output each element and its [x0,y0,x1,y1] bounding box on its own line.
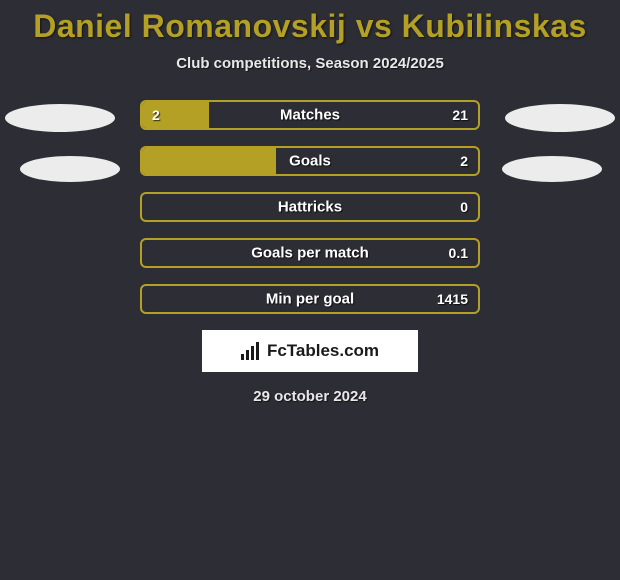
stat-value-right: 0.1 [449,245,468,261]
player-right-badge-icon [505,104,615,132]
subtitle: Club competitions, Season 2024/2025 [0,55,620,72]
stat-label: Hattricks [142,199,478,216]
stat-row-goals-per-match: Goals per match 0.1 [140,238,480,268]
brand-logo[interactable]: FcTables.com [202,330,418,372]
stat-row-goals: Goals 2 [140,146,480,176]
player-left-badge-icon [5,104,115,132]
stat-value-right: 0 [460,199,468,215]
stat-bars: 2 Matches 21 Goals 2 Hattricks 0 [140,100,480,314]
comparison-card: Daniel Romanovskij vs Kubilinskas Club c… [0,0,620,405]
stat-value-right: 1415 [437,291,468,307]
stat-label: Goals per match [142,245,478,262]
stat-label: Min per goal [142,291,478,308]
stat-value-right: 2 [460,153,468,169]
stat-row-hattricks: Hattricks 0 [140,192,480,222]
stat-label: Goals [142,153,478,170]
stat-label: Matches [142,107,478,124]
page-title: Daniel Romanovskij vs Kubilinskas [0,8,620,45]
team-left-badge-icon [20,156,120,182]
team-right-badge-icon [502,156,602,182]
brand-text: FcTables.com [267,341,379,361]
stat-value-right: 21 [452,107,468,123]
stat-row-min-per-goal: Min per goal 1415 [140,284,480,314]
stats-section: 2 Matches 21 Goals 2 Hattricks 0 [0,100,620,314]
chart-bars-icon [241,342,261,360]
stat-row-matches: 2 Matches 21 [140,100,480,130]
date-label: 29 october 2024 [0,388,620,405]
